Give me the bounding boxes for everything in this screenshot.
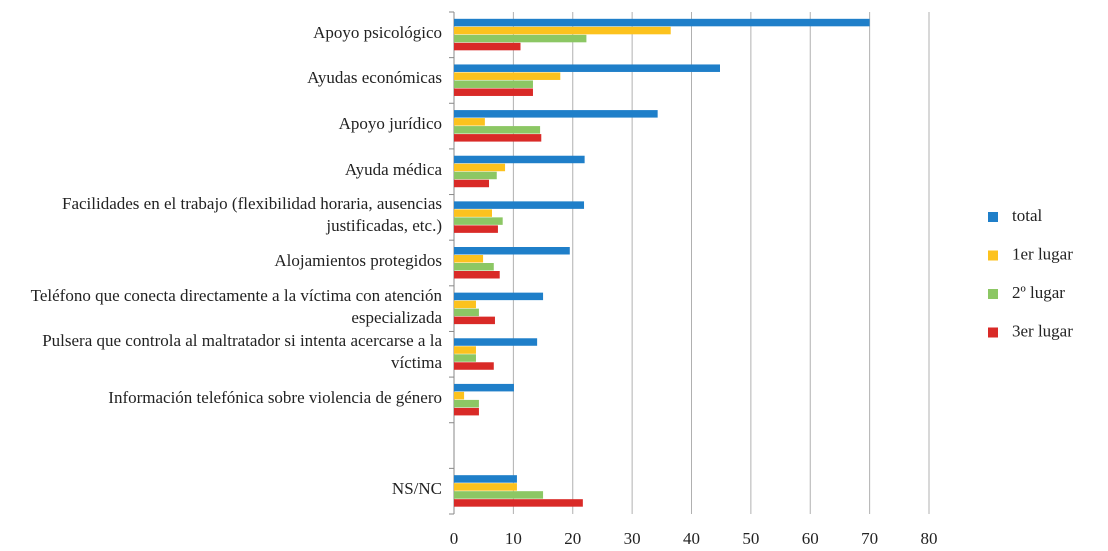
bar <box>454 18 870 27</box>
legend-label: 1er lugar <box>1012 244 1073 263</box>
bar <box>454 26 671 35</box>
bar <box>454 88 533 96</box>
category-label: Información telefónica sobre violencia d… <box>108 387 442 407</box>
bar <box>454 80 533 88</box>
bar <box>454 118 485 126</box>
x-tick-label: 20 <box>564 529 581 548</box>
bar <box>454 491 544 499</box>
bar <box>454 134 542 142</box>
category-label: Apoyo psicológico <box>313 22 442 42</box>
category-label: Alojamientos protegidos <box>274 250 442 270</box>
bar <box>454 110 658 118</box>
bar <box>454 271 500 279</box>
bar <box>454 155 585 164</box>
category-label: NS/NC <box>391 479 442 499</box>
bar <box>454 308 479 317</box>
bar <box>454 209 492 217</box>
bar <box>454 217 503 225</box>
bar <box>454 407 479 416</box>
bar <box>454 34 587 43</box>
bar <box>454 316 495 325</box>
legend-swatch <box>988 212 998 222</box>
legend-swatch <box>988 327 998 338</box>
x-tick-label: 60 <box>802 529 819 548</box>
bar <box>454 391 465 400</box>
legend-swatch <box>988 250 998 261</box>
bar <box>454 475 517 483</box>
legend-label: 2º lugar <box>1012 283 1065 302</box>
bar <box>454 399 479 408</box>
bar <box>454 483 517 491</box>
category-label: Pulsera que controla al maltratador si i… <box>42 331 442 373</box>
bar <box>454 354 476 362</box>
category-label: Ayuda médica <box>344 159 442 179</box>
bar <box>454 225 498 233</box>
x-tick-label: 50 <box>742 529 759 548</box>
bar <box>454 64 720 72</box>
bar <box>454 300 476 309</box>
bar <box>454 171 497 180</box>
bar <box>454 42 521 51</box>
bar <box>454 263 494 271</box>
bar <box>454 201 585 209</box>
category-label: Teléfono que conecta directamente a la v… <box>30 285 442 327</box>
category-label: Apoyo jurídico <box>338 114 442 134</box>
bar <box>454 292 544 301</box>
legend-swatch <box>988 289 998 299</box>
bar <box>454 247 570 255</box>
x-tick-label: 80 <box>921 529 938 548</box>
category-label: Ayudas económicas <box>307 68 442 88</box>
bar <box>454 72 561 80</box>
bar <box>454 499 583 507</box>
bar <box>454 338 538 346</box>
bar <box>454 362 494 370</box>
bar <box>454 383 514 392</box>
bar <box>454 163 506 172</box>
legend-label: 3er lugar <box>1012 321 1073 340</box>
category-label: Facilidades en el trabajo (flexibilidad … <box>62 194 442 236</box>
bar <box>454 346 476 354</box>
bar <box>454 179 490 188</box>
bar <box>454 126 541 134</box>
x-tick-label: 10 <box>505 529 522 548</box>
x-tick-label: 0 <box>450 529 459 548</box>
legend-label: total <box>1012 206 1042 225</box>
x-tick-label: 40 <box>683 529 700 548</box>
bar <box>454 255 484 263</box>
x-tick-label: 30 <box>624 529 641 548</box>
x-tick-label: 70 <box>861 529 878 548</box>
